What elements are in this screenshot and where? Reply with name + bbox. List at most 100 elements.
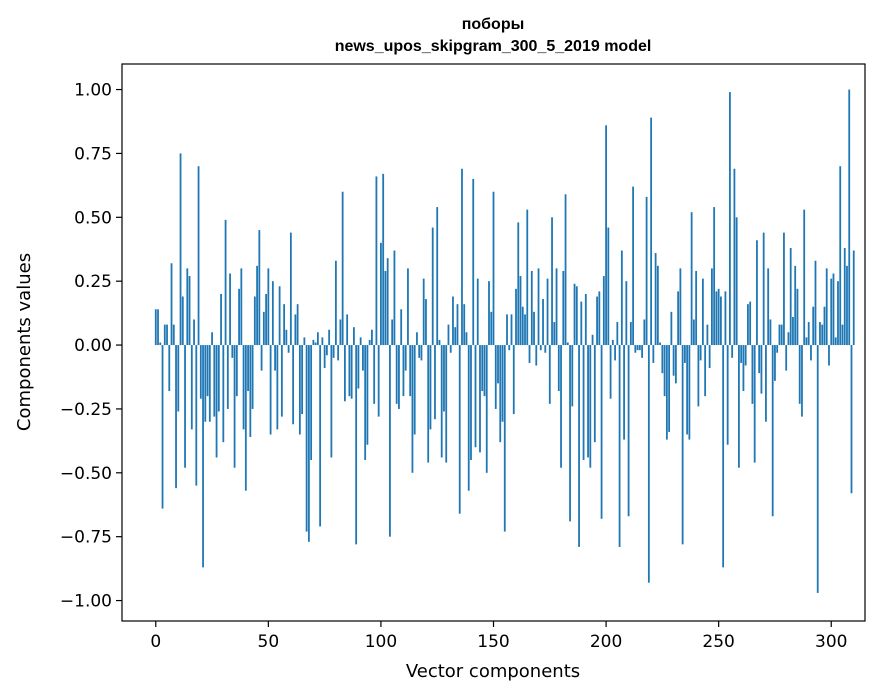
bar — [557, 345, 560, 392]
bar — [638, 345, 641, 351]
bar — [512, 345, 515, 415]
bar — [249, 345, 252, 438]
bar — [758, 345, 761, 374]
bar — [199, 345, 202, 399]
bar — [452, 296, 454, 346]
bar — [692, 319, 695, 346]
bar — [801, 345, 803, 417]
bar — [578, 345, 580, 547]
bar — [524, 314, 526, 346]
bar — [353, 327, 355, 346]
bar — [485, 345, 488, 473]
bar — [670, 311, 673, 346]
y-axis: −1.00 −0.75 −0.50 −0.25 0.00 0.25 0.50 0.75 1.00 — [60, 81, 122, 612]
bar — [555, 268, 558, 346]
bar — [314, 342, 317, 346]
bar — [668, 345, 671, 432]
chart-subtitle: news_upos_skipgram_300_5_2019 model — [335, 38, 652, 55]
bar — [244, 345, 247, 491]
bar — [274, 345, 276, 371]
bar — [501, 345, 504, 422]
bar — [398, 345, 400, 409]
bar — [508, 345, 511, 351]
bar — [456, 304, 459, 346]
bar — [474, 345, 477, 448]
bar — [749, 301, 752, 346]
bar — [751, 345, 754, 404]
bar — [753, 345, 756, 463]
bar — [330, 345, 333, 458]
bar — [488, 281, 490, 346]
bar — [298, 345, 301, 435]
bar — [654, 253, 657, 346]
bar — [744, 345, 747, 366]
y-tick-label: 0.00 — [74, 336, 112, 356]
bar — [247, 345, 249, 392]
bar — [819, 322, 821, 346]
bar — [564, 194, 567, 346]
bar — [787, 332, 790, 346]
bar — [195, 345, 198, 486]
bar — [661, 345, 664, 374]
bar — [323, 345, 326, 369]
bar — [204, 345, 207, 422]
bar — [850, 345, 853, 494]
bar — [544, 345, 547, 353]
bar — [373, 345, 376, 404]
bar — [771, 345, 774, 517]
bar — [494, 345, 497, 409]
bar — [553, 322, 556, 346]
bar — [789, 247, 792, 346]
bar — [262, 311, 265, 346]
x-axis-label: Vector components — [406, 661, 580, 682]
bar — [271, 281, 274, 346]
y-tick-label: 0.25 — [74, 272, 112, 292]
chart-title: поборы — [462, 16, 525, 33]
bar — [677, 291, 680, 346]
bar — [499, 345, 502, 443]
bar — [810, 345, 812, 361]
bar — [161, 345, 164, 509]
bar — [825, 268, 828, 346]
bar — [364, 345, 367, 461]
bar — [429, 345, 432, 430]
bar — [756, 240, 758, 346]
bar — [258, 230, 261, 346]
bar — [774, 345, 776, 381]
bar — [848, 89, 851, 346]
bar — [454, 327, 457, 346]
bar — [481, 345, 484, 392]
bar — [443, 345, 445, 412]
bar — [260, 345, 263, 371]
bar — [213, 345, 216, 417]
bar — [573, 283, 576, 346]
bar — [177, 345, 180, 412]
bar — [686, 345, 689, 435]
bar — [470, 345, 472, 461]
bar — [465, 332, 468, 346]
bar — [348, 345, 351, 397]
bar — [461, 168, 463, 346]
bar — [413, 345, 416, 435]
bar — [267, 268, 270, 346]
bar — [807, 322, 810, 346]
bar — [546, 278, 549, 346]
bar — [837, 281, 839, 346]
bar — [652, 345, 655, 363]
bar — [729, 92, 731, 346]
bar — [280, 345, 283, 417]
bar — [283, 304, 286, 346]
bar — [699, 345, 702, 361]
bar — [641, 345, 643, 358]
bar — [708, 345, 711, 369]
bar — [440, 345, 443, 458]
bar — [528, 345, 531, 363]
bar — [778, 324, 781, 346]
bar — [593, 345, 596, 443]
bar — [377, 345, 380, 417]
bar — [611, 339, 614, 346]
bar — [188, 276, 191, 346]
bar — [458, 345, 461, 514]
bar — [380, 242, 382, 346]
bar — [740, 345, 743, 363]
